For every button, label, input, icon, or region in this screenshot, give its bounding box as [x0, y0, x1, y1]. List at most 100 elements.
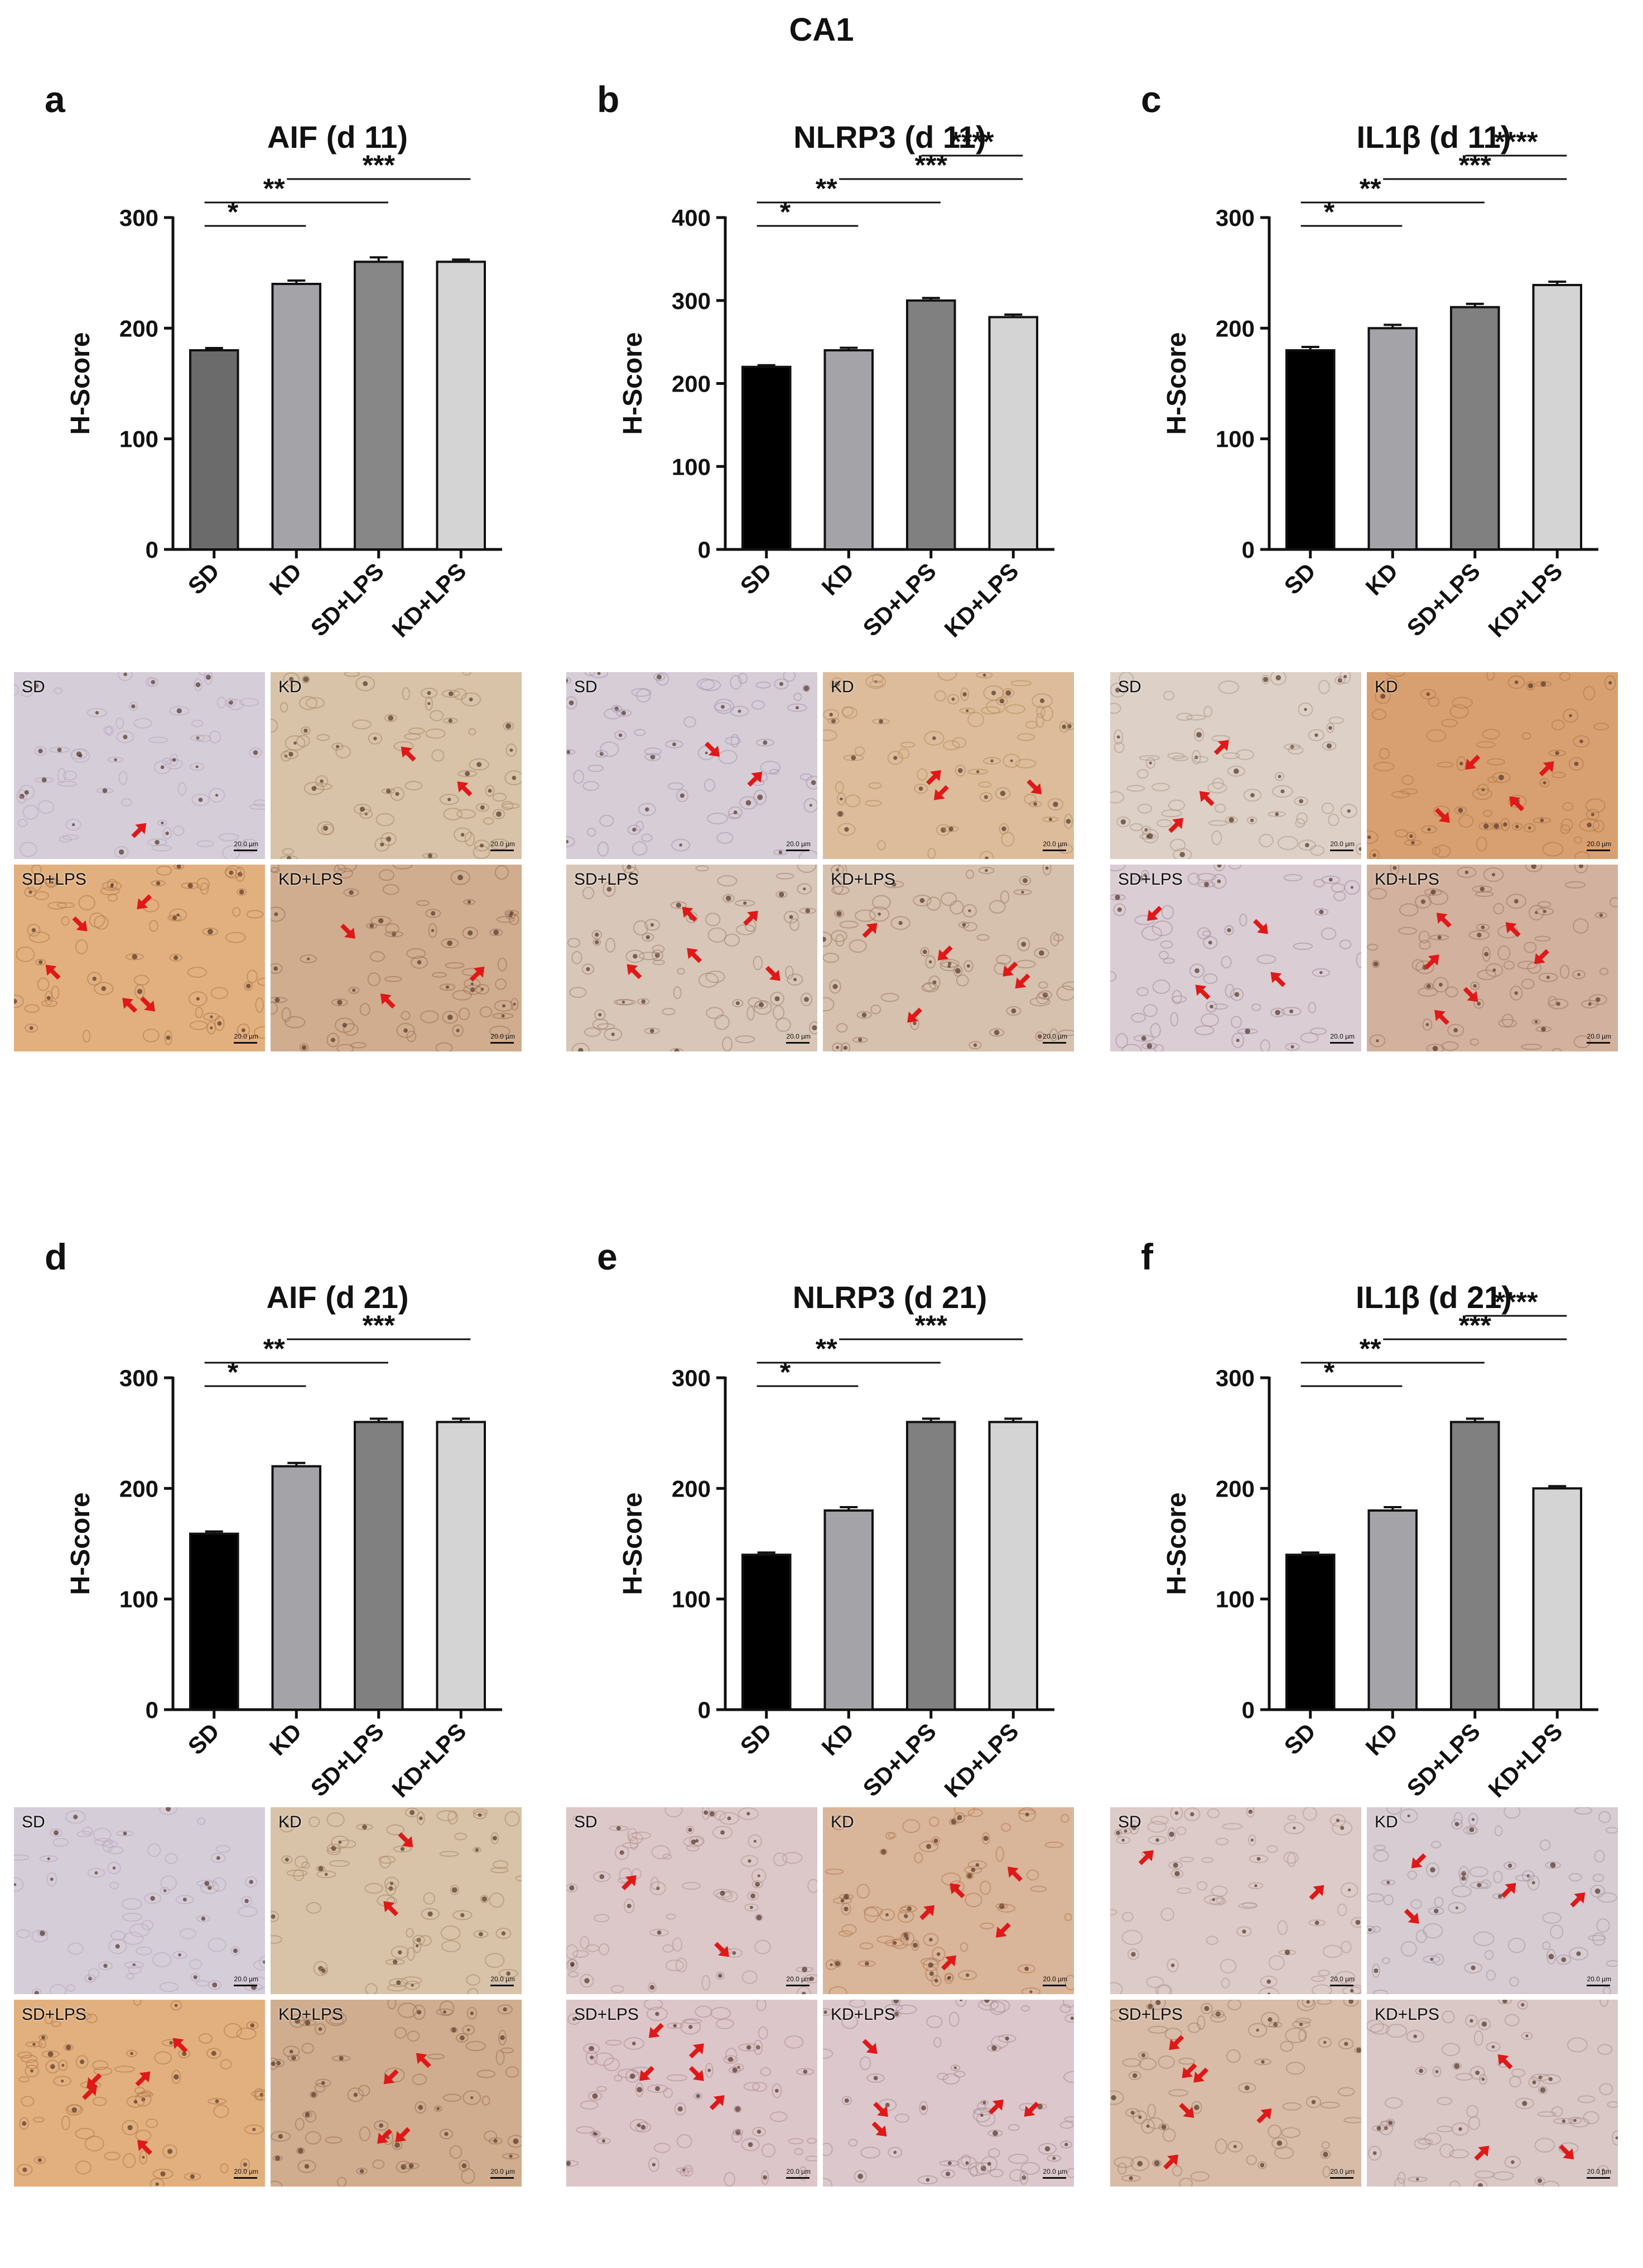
tissue-texture	[271, 672, 522, 859]
significance-label: ***	[915, 1310, 948, 1341]
red-arrow-icon	[937, 945, 953, 961]
x-tick-label: KD+LPS	[939, 1718, 1023, 1802]
error-bar	[757, 364, 775, 367]
x-tick-label: KD	[264, 558, 306, 600]
bar	[1285, 349, 1336, 551]
x-tick-label: SD	[1279, 1718, 1321, 1760]
red-arrow-icon	[140, 996, 156, 1012]
bar	[353, 1421, 404, 1711]
red-arrow-icon	[398, 1832, 413, 1847]
significance-label: *	[780, 196, 791, 228]
error-bar	[452, 258, 470, 262]
error-bar	[840, 346, 858, 350]
x-tick-label: SD	[183, 1718, 225, 1760]
scale-bar	[786, 2177, 810, 2179]
red-arrow-icon	[1182, 2063, 1197, 2078]
bar	[1367, 327, 1418, 551]
red-arrow-icon	[383, 2069, 399, 2084]
error-bar	[1548, 281, 1567, 285]
significance-label: ****	[951, 126, 994, 157]
red-arrow-icon	[1436, 913, 1452, 928]
red-arrow-icon	[627, 964, 642, 979]
scale-bar	[786, 1042, 810, 1044]
red-arrow-icon	[988, 2099, 1004, 2115]
red-arrow-icon	[688, 2066, 704, 2081]
bar	[436, 1421, 486, 1711]
red-arrow-icon	[995, 1922, 1011, 1938]
scale-bar-label: 20.0 µm	[1330, 840, 1355, 848]
tissue-texture	[14, 672, 265, 859]
x-tick-label: SD+LPS	[1402, 1718, 1486, 1802]
bar	[905, 1421, 956, 1711]
micrograph-tile: KD+LPS 20.0 µm	[1367, 865, 1618, 1051]
tile-label: KD	[831, 678, 854, 696]
scale-bar-label: 20.0 µm	[490, 1975, 515, 1983]
y-axis-label: H-Score	[66, 332, 95, 435]
error-bar	[369, 1417, 388, 1422]
y-axis-label: H-Score	[66, 1492, 95, 1595]
tile-label: SD	[574, 678, 598, 696]
x-tick-label: SD	[183, 558, 225, 600]
red-arrow-icon	[416, 2053, 431, 2068]
y-tick-label: 300	[1216, 1365, 1255, 1391]
red-arrow-icon	[687, 948, 702, 963]
red-arrow-icon	[137, 2140, 152, 2155]
bar	[1449, 1421, 1500, 1711]
tile-label: SD	[1118, 678, 1141, 696]
y-tick-label: 0	[698, 1697, 711, 1723]
tile-label: SD+LPS	[574, 870, 639, 889]
tile-label: SD+LPS	[22, 870, 86, 889]
tile-label: KD+LPS	[831, 870, 895, 889]
scale-bar	[1330, 850, 1353, 851]
red-arrow-icon	[682, 906, 697, 922]
red-arrow-icon	[380, 993, 396, 1009]
micrograph-tile: KD 20.0 µm	[271, 672, 522, 859]
tile-label: SD	[1118, 1813, 1141, 1831]
red-arrow-icon	[122, 997, 138, 1013]
bar	[741, 1553, 792, 1711]
scale-bar-label: 20.0 µm	[1330, 1975, 1355, 1983]
bar	[741, 365, 792, 551]
tissue-texture	[1367, 672, 1616, 859]
bar-chart: AIF (d 21) H-Score 0 100 200 300 SD KDSD+LPSKD+…	[66, 1280, 502, 1802]
y-tick-label: 300	[1216, 205, 1255, 231]
tissue-texture	[825, 1807, 1074, 1994]
scale-bar	[1043, 1985, 1066, 1986]
bar	[1367, 1509, 1418, 1711]
figure-title: CA1	[789, 12, 854, 48]
chart-title: IL1β (d 11)	[1357, 119, 1511, 155]
chart-title: AIF (d 21)	[266, 1280, 408, 1315]
tile-label: SD+LPS	[574, 2005, 639, 2024]
error-bar	[840, 1506, 858, 1511]
bar	[823, 1509, 874, 1711]
red-arrow-icon	[131, 823, 147, 838]
red-arrow-icon	[137, 894, 152, 910]
error-bar	[287, 279, 306, 284]
x-tick-label: KD	[816, 558, 859, 600]
scale-bar-label: 20.0 µm	[1587, 840, 1611, 848]
micrograph-tile: SD 20.0 µm	[14, 1807, 265, 1994]
bar-chart: NLRP3 (d 11) H-Score 0 100 200 300 400 SD KDSD+L…	[618, 119, 1054, 642]
y-tick-label: 400	[672, 205, 711, 231]
tile-label: SD+LPS	[1118, 870, 1183, 889]
red-arrow-icon	[1168, 818, 1183, 833]
tissue-texture	[271, 2000, 522, 2187]
red-arrow-icon	[1570, 1892, 1586, 1908]
bar-chart: NLRP3 (d 21) H-Score 0 100 200 300 SD KDSD+LPSK…	[618, 1280, 1054, 1802]
tile-label: KD+LPS	[278, 870, 343, 889]
bar	[1285, 1553, 1336, 1711]
red-arrow-icon	[1404, 1908, 1419, 1924]
y-tick-label: 300	[672, 1365, 711, 1391]
red-arrow-icon	[933, 785, 949, 800]
tile-label: SD+LPS	[22, 2005, 86, 2024]
tissue-texture	[14, 1807, 265, 1994]
x-tick-label: SD+LPS	[858, 1718, 942, 1802]
significance-label: ****	[1495, 126, 1538, 157]
micrograph-tile: KD 20.0 µm	[271, 1807, 522, 1994]
tissue-texture	[17, 2000, 265, 2187]
red-arrow-icon	[1195, 985, 1211, 1000]
significance-label: ***	[363, 1310, 396, 1341]
error-bar	[1004, 313, 1023, 317]
tissue-texture	[271, 865, 519, 1051]
y-tick-label: 0	[698, 537, 711, 563]
